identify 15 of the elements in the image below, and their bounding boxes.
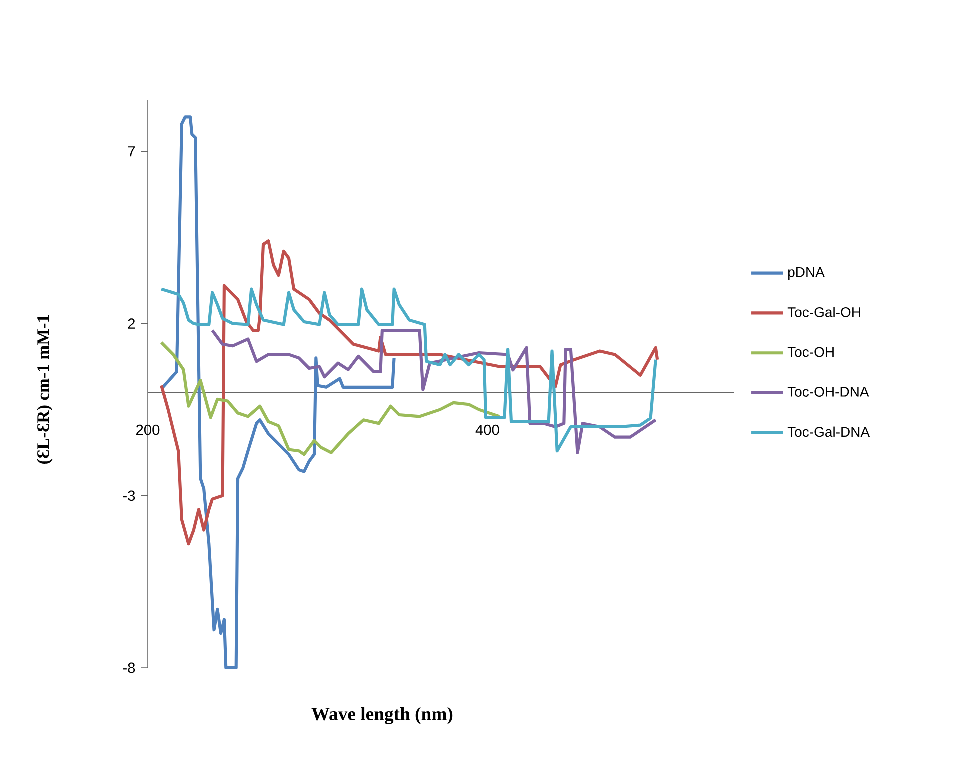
line-series bbox=[160, 341, 502, 456]
y-tick-label: -8 bbox=[123, 662, 136, 674]
y-tick-label: 2 bbox=[128, 318, 136, 329]
legend-label: Toc-OH-DNA bbox=[788, 387, 870, 397]
y-tick-label: 7 bbox=[128, 146, 136, 157]
line-series bbox=[160, 240, 660, 546]
legend-label: Toc-Gal-OH bbox=[788, 307, 860, 318]
legend-label: pDNA bbox=[788, 267, 825, 280]
y-axis-title: (ƐL-ƐR) cm-1 mM-1 bbox=[37, 315, 53, 464]
legend-label: Toc-Gal-DNA bbox=[788, 426, 870, 438]
x-tick-label: 200 bbox=[136, 424, 160, 436]
legend-label: Toc-OH bbox=[788, 347, 834, 358]
x-axis-title: Wave length (nm) bbox=[312, 707, 453, 724]
y-tick-label: -3 bbox=[123, 490, 136, 502]
x-tick-label: 400 bbox=[476, 424, 500, 436]
